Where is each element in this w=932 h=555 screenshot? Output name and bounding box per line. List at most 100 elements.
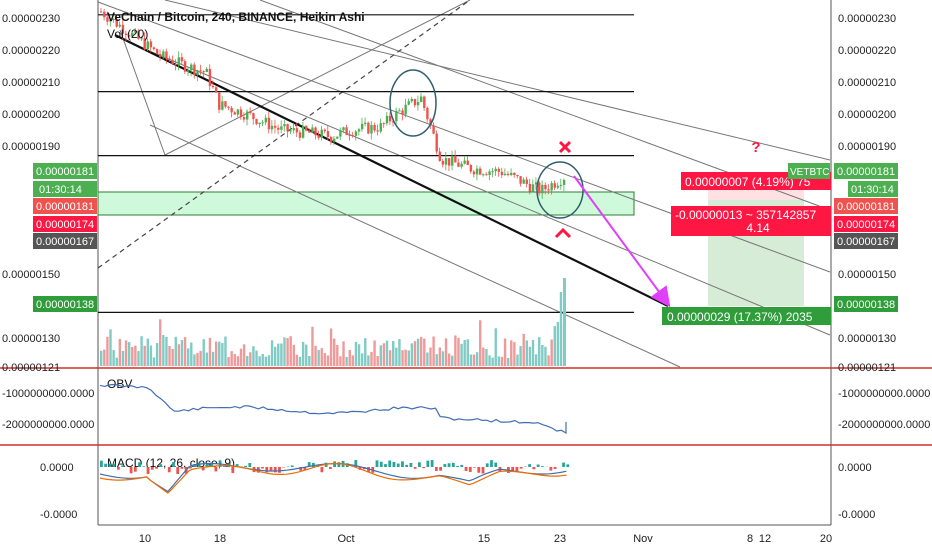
volume-bar <box>265 357 267 366</box>
candle-body <box>485 174 487 175</box>
candle-body <box>454 156 456 162</box>
candle-body <box>327 131 329 137</box>
volume-bar <box>293 345 295 366</box>
candle-body <box>199 70 201 71</box>
support-zone <box>98 192 634 215</box>
candle-body <box>209 69 211 86</box>
volume-bar <box>165 337 167 366</box>
price-tick-right: 0.00000210 <box>838 77 896 89</box>
volume-bar <box>156 343 158 366</box>
volume-bar <box>252 346 254 366</box>
volume-bar <box>401 350 403 366</box>
symbol-text: VETBTC <box>790 167 829 178</box>
candle-body <box>175 64 177 65</box>
price-tick-right: 0.00000150 <box>838 269 896 281</box>
candle-body <box>203 71 205 72</box>
target-box-text: 0.00000029 (17.37%) 2035 <box>667 310 813 324</box>
obv-line <box>100 385 566 434</box>
volume-bar <box>171 349 173 366</box>
volume-bar <box>109 329 111 366</box>
macd-tick-right: 0.0000 <box>838 462 872 474</box>
candle-body <box>184 61 186 71</box>
volume-bar <box>119 339 121 366</box>
candle-body <box>423 97 425 108</box>
candle-body <box>495 169 497 171</box>
volume-bar <box>299 357 301 366</box>
candle-body <box>240 109 242 117</box>
volume-bar <box>159 319 161 366</box>
candle-body <box>507 174 509 175</box>
candle-body <box>451 156 453 166</box>
volume-bar <box>106 337 108 366</box>
volume-bar <box>557 322 559 366</box>
volume-bar <box>426 352 428 366</box>
candle-body <box>445 158 447 164</box>
volume-bar <box>485 349 487 366</box>
macd-histogram-bar <box>554 467 557 469</box>
volume-bar <box>529 347 531 366</box>
volume-bar <box>358 344 360 366</box>
candle-body <box>237 109 239 114</box>
candle-body <box>370 125 372 133</box>
volume-bar <box>302 342 304 366</box>
macd-histogram-bar <box>431 460 434 467</box>
volume-bar <box>389 350 391 366</box>
candle-body <box>305 126 307 130</box>
volume-bar <box>187 348 189 366</box>
macd-histogram-bar <box>151 467 154 470</box>
volume-bar <box>361 353 363 366</box>
candle-body <box>526 180 528 184</box>
candle-body <box>271 126 273 129</box>
candle-body <box>457 162 459 166</box>
candle-body <box>361 124 363 129</box>
price-tick-left: 0.00000230 <box>2 13 60 25</box>
candle-body <box>550 183 552 190</box>
volume-label: Vol (20) <box>107 27 148 41</box>
candle-body <box>165 51 167 58</box>
obv-tick: -2000000000.0000 <box>2 419 94 431</box>
macd-histogram-bar <box>494 463 497 467</box>
price-red-text-right: 0.00000181 <box>837 201 895 213</box>
volume-bar <box>501 357 503 366</box>
candle-body <box>411 99 413 101</box>
candle-body <box>212 86 214 87</box>
macd-histogram-bar <box>329 467 332 469</box>
obv-label: OBV <box>107 377 132 391</box>
question-mark: ? <box>751 139 760 156</box>
candle-body <box>162 51 164 56</box>
candle-body <box>168 58 170 60</box>
candle-body <box>156 49 158 54</box>
candle-body <box>417 102 419 105</box>
volume-bar <box>153 357 155 366</box>
volume-bar <box>560 292 562 366</box>
volume-bar <box>305 345 307 366</box>
volume-bar <box>535 354 537 366</box>
close-level-text: 0.00000167 <box>36 236 94 248</box>
macd-histogram-bar <box>278 467 281 473</box>
candle-body <box>538 182 540 193</box>
candle-body <box>100 12 102 13</box>
volume-bar <box>317 350 319 366</box>
volume-bar <box>234 354 236 366</box>
macd-histogram-bar <box>100 461 103 467</box>
volume-bar <box>538 337 540 366</box>
macd-histogram-bar <box>516 467 519 471</box>
candle-body <box>436 134 438 152</box>
candle-body <box>196 70 198 75</box>
macd-histogram-bar <box>401 461 404 467</box>
candle-body <box>386 116 388 123</box>
candle-body <box>501 172 503 175</box>
candle-body <box>557 186 559 188</box>
volume-bar <box>345 357 347 366</box>
macd-histogram-bar <box>410 463 413 467</box>
time-tick: 23 <box>554 533 566 545</box>
volume-bar <box>224 337 226 366</box>
candle-body <box>479 169 481 175</box>
volume-bar <box>442 351 444 366</box>
candle-body <box>243 117 245 119</box>
price-tick-left: 0.00000150 <box>2 269 60 281</box>
price-tick-left: 0.00000220 <box>2 45 60 57</box>
volume-bar <box>532 340 534 366</box>
candle-body <box>224 101 226 106</box>
candle-body <box>398 111 400 112</box>
